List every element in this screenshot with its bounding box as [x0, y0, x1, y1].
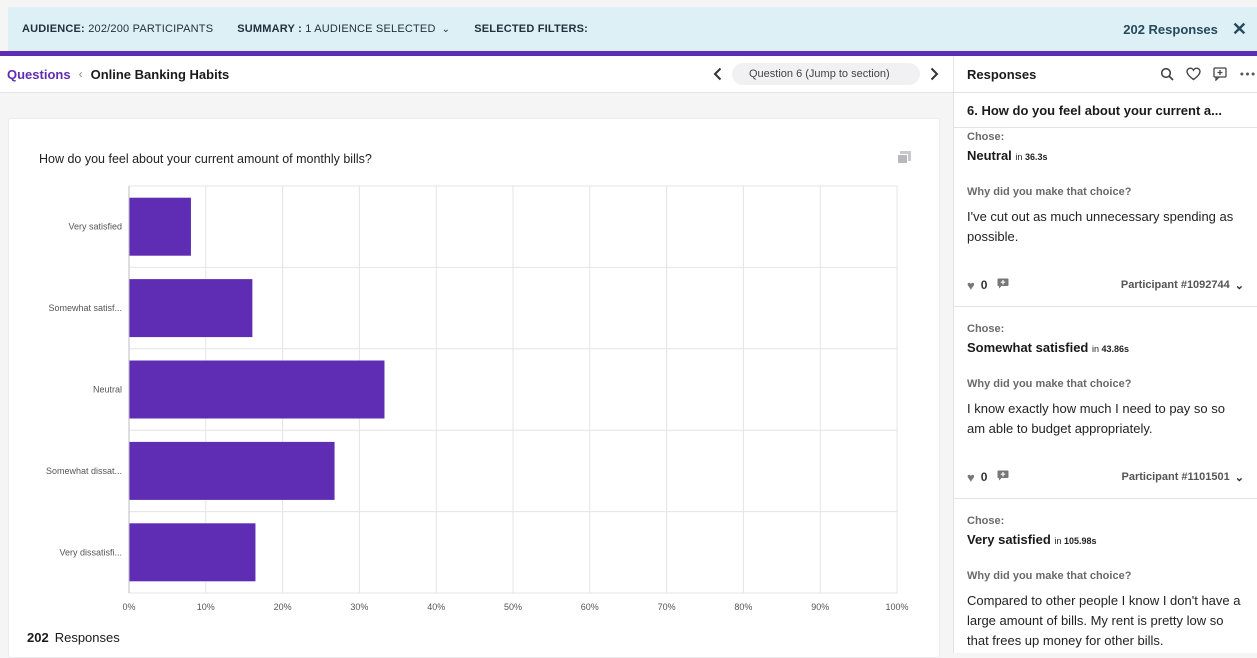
why-label: Why did you make that choice?: [967, 186, 1132, 198]
like-heart-icon[interactable]: ♥: [967, 469, 975, 485]
breadcrumb-separator: ‹: [78, 67, 83, 81]
x-tick-label: 50%: [504, 602, 522, 612]
question-navigator: Question 6 (Jump to section): [708, 63, 944, 85]
like-count: 0: [980, 470, 988, 484]
more-options-icon[interactable]: [1240, 67, 1255, 82]
accent-divider: [0, 51, 1257, 56]
response-total-count: 202: [27, 630, 49, 645]
chevron-down-icon: ⌄: [1234, 279, 1244, 292]
response-answer: I know exactly how much I need to pay so…: [967, 401, 1225, 436]
response-count: 202 Responses: [1123, 21, 1218, 37]
bar: [129, 279, 253, 338]
copy-icon[interactable]: [897, 151, 911, 165]
chart-title: How do you feel about your current amoun…: [39, 152, 372, 166]
x-tick-label: 40%: [427, 602, 445, 612]
jump-to-section-dropdown[interactable]: Question 6 (Jump to section): [732, 63, 920, 85]
category-label: Somewhat dissat...: [46, 466, 122, 476]
x-tick-label: 80%: [734, 602, 752, 612]
participant-dropdown[interactable]: Participant #1092744 ⌄: [1120, 279, 1244, 292]
x-tick-label: 30%: [350, 602, 368, 612]
bar: [129, 197, 191, 256]
filter-bar: AUDIENCE: 202/200 PARTICIPANTS SUMMARY :…: [8, 7, 1257, 51]
x-tick-label: 100%: [885, 602, 908, 612]
category-label: Somewhat satisf...: [48, 303, 122, 313]
bar: [129, 360, 385, 419]
summary-label: SUMMARY :: [237, 23, 302, 35]
response-card: Chose: Very satisfied in 105.98s Why did…: [954, 499, 1257, 651]
x-tick-label: 90%: [811, 602, 829, 612]
chevron-right-icon: [930, 67, 939, 81]
responses-panel: Responses 6. How do you feel about your …: [953, 56, 1257, 653]
breadcrumb-questions-link[interactable]: Questions: [7, 66, 71, 82]
chevron-down-icon: ⌄: [441, 23, 451, 35]
x-tick-label: 70%: [658, 602, 676, 612]
page-title: Online Banking Habits: [90, 66, 230, 82]
comment-icon[interactable]: [997, 278, 1009, 292]
response-choice: Somewhat satisfied in 43.86s: [967, 340, 1130, 355]
selected-filters[interactable]: SELECTED FILTERS:: [474, 23, 588, 35]
breadcrumb-bar: Questions ‹ Online Banking Habits Questi…: [0, 56, 953, 93]
chart-card: How do you feel about your current amoun…: [8, 118, 940, 658]
response-card: Chose: Somewhat satisfied in 43.86s Why …: [954, 307, 1257, 499]
response-choice: Very satisfied in 105.98s: [967, 532, 1097, 547]
x-tick-label: 20%: [274, 602, 292, 612]
panel-question-title: 6. How do you feel about your current a.…: [954, 93, 1257, 128]
summary-dropdown[interactable]: SUMMARY : 1 AUDIENCE SELECTED ⌄: [237, 23, 450, 35]
participant-dropdown[interactable]: Participant #1101501 ⌄: [1121, 471, 1244, 484]
category-label: Very satisfied: [68, 222, 122, 232]
response-choice: Neutral in 36.3s: [967, 148, 1048, 163]
chevron-down-icon: ⌄: [1234, 471, 1244, 484]
audience-value: 202/200 PARTICIPANTS: [88, 23, 214, 35]
like-heart-icon[interactable]: ♥: [967, 277, 975, 293]
why-label: Why did you make that choice?: [967, 378, 1132, 390]
response-card: Chose: Neutral in 36.3s Why did you make…: [954, 128, 1257, 307]
chevron-left-icon: [713, 67, 722, 81]
category-label: Neutral: [93, 385, 122, 395]
selected-filters-label: SELECTED FILTERS:: [474, 23, 589, 35]
bar: [129, 523, 256, 582]
chose-label: Chose:: [967, 131, 1005, 143]
search-icon[interactable]: [1159, 67, 1174, 82]
next-question-button[interactable]: [924, 63, 944, 85]
prev-question-button[interactable]: [708, 63, 728, 85]
comment-icon[interactable]: [997, 470, 1009, 484]
close-icon[interactable]: ✕: [1231, 18, 1247, 39]
audience-label: AUDIENCE:: [22, 23, 85, 35]
responses-panel-title: Responses: [967, 66, 1037, 82]
heart-icon[interactable]: [1186, 67, 1201, 82]
chose-label: Chose:: [967, 323, 1005, 335]
bar-chart: 0% 10% 20% 30% 40% 50% 60% 70% 80% 90% 100% Very sa…: [46, 185, 909, 612]
response-answer: Compared to other people I know I don't …: [967, 593, 1241, 648]
like-count: 0: [980, 278, 988, 292]
audience-filter[interactable]: AUDIENCE: 202/200 PARTICIPANTS: [22, 23, 213, 35]
category-label: Very dissatisfi...: [59, 547, 122, 557]
x-tick-label: 0%: [122, 602, 135, 612]
bar: [129, 441, 335, 500]
x-tick-label: 10%: [197, 602, 215, 612]
why-label: Why did you make that choice?: [967, 570, 1132, 582]
add-comment-icon[interactable]: [1213, 67, 1228, 82]
response-total: 202 Responses: [27, 630, 120, 645]
response-total-label: Responses: [54, 630, 120, 645]
response-answer: I've cut out as much unnecessary spendin…: [967, 209, 1234, 244]
x-tick-label: 60%: [581, 602, 599, 612]
summary-value: 1 AUDIENCE SELECTED: [305, 23, 436, 35]
chose-label: Chose:: [967, 515, 1005, 527]
